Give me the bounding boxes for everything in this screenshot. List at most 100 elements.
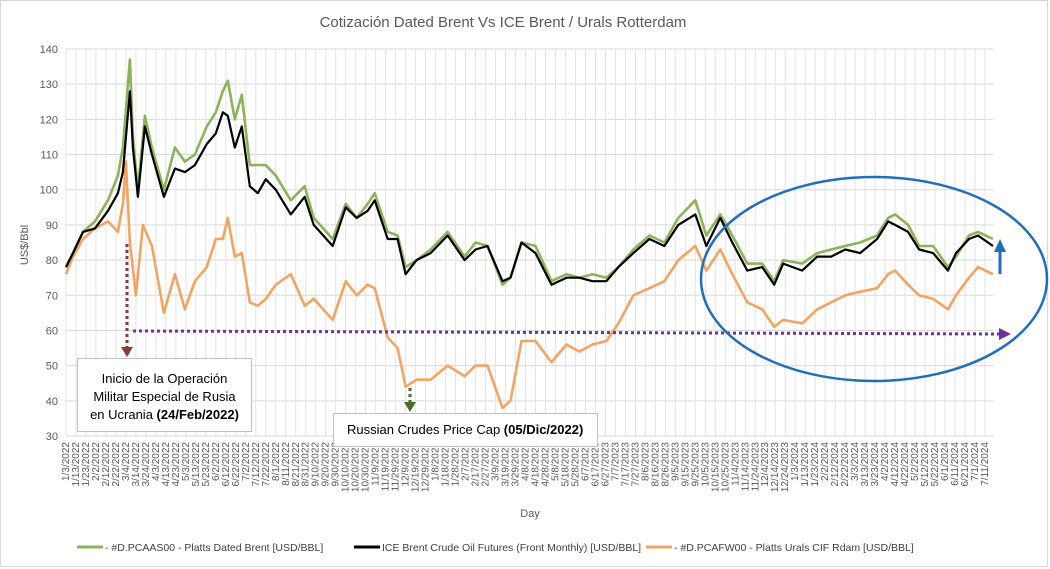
y-tick-label: 140: [40, 44, 58, 56]
y-tick-label: 40: [46, 396, 58, 408]
x-tick-label: 7/7/2023: [610, 442, 621, 481]
x-tick-label: 12/24/2023: [780, 442, 791, 492]
x-tick-label: 3/4/2022: [121, 442, 132, 481]
legend-urals: - #D.PCAFW00 - Platts Urals CIF Rdam [US…: [646, 542, 914, 554]
highlight-ellipse: [699, 175, 1049, 383]
x-tick-label: 9/30/2022: [331, 442, 342, 487]
x-tick-label: 4/23/2022: [171, 442, 182, 487]
price-cap-marker-arrow: [404, 388, 416, 412]
x-tick-label: 6/11/2024: [950, 442, 961, 486]
x-tick-label: 5/18/2023: [560, 442, 571, 487]
x-tick-label: 10/10/2022: [341, 442, 352, 492]
x-tick-label: 5/28/2023: [570, 442, 581, 487]
x-tick-label: 1/18/2023: [441, 442, 452, 487]
x-tick-label: 12/29/2022: [421, 442, 432, 492]
x-tick-label: 2/22/2024: [840, 442, 851, 487]
x-tick-label: 1/13/2024: [800, 442, 811, 487]
x-tick-label: 3/29/2023: [511, 442, 522, 487]
x-tick-label: 12/19/2022: [411, 442, 422, 492]
x-tick-label: 2/22/2022: [111, 442, 122, 487]
y-tick-labels: 30 40 50 60 70 80 90 100 110 120 130 140: [40, 44, 58, 443]
x-tick-label: 3/23/2024: [870, 442, 881, 487]
y-tick-label: 120: [40, 114, 58, 126]
legend-ice-brent: ICE Brent Crude Oil Futures (Front Month…: [354, 542, 641, 554]
x-tick-label: 5/2/2024: [910, 442, 921, 481]
x-tick-label: 9/10/2022: [311, 442, 322, 487]
y-tick-label: 90: [46, 220, 58, 232]
x-tick-label: 6/12/2022: [221, 442, 232, 487]
invasion-annotation-line3: en Ucrania (24/Feb/2022): [78, 406, 251, 424]
series-dated-brent-line: [64, 58, 994, 286]
x-tick-label: 1/3/2022: [61, 442, 72, 481]
x-tick-label: 3/14/2022: [131, 442, 142, 487]
x-tick-label: 5/22/2024: [930, 442, 941, 487]
price-cap-annotation-prefix: Russian Crudes Price Cap: [347, 422, 504, 437]
x-tick-label: 6/7/2023: [580, 442, 591, 481]
legend-ice-brent-label: ICE Brent Crude Oil Futures (Front Month…: [382, 542, 641, 554]
x-tick-label: 4/28/2023: [540, 442, 551, 487]
x-tick-label: 5/13/2022: [191, 442, 202, 487]
gridlines: [65, 48, 993, 437]
x-tick-label: 4/22/2024: [900, 442, 911, 487]
invasion-annotation-prefix: en Ucrania: [90, 407, 157, 422]
x-tick-label: 9/25/2023: [690, 442, 701, 487]
x-tick-label: 12/14/2023: [770, 442, 781, 492]
x-tick-label: 3/24/2022: [141, 442, 152, 487]
x-tick-label: 9/15/2023: [680, 442, 691, 487]
x-tick-label: 9/20/2022: [321, 442, 332, 487]
x-tick-label: 10/25/2023: [720, 442, 731, 492]
chart-legend: - #D.PCAAS00 - Platts Dated Brent [USD/B…: [77, 542, 914, 554]
invasion-annotation-line1: Inicio de la Operación: [101, 371, 228, 386]
x-tick-label: 11/9/2022: [371, 442, 382, 486]
x-tick-labels: 1/3/20221/13/20221/23/20222/2/20222/12/2…: [61, 442, 991, 492]
x-tick-label: 5/23/2022: [201, 442, 212, 487]
price-cap-level-arrow: [132, 328, 1011, 340]
price-cap-annotation-date: (05/Dic/2022): [503, 422, 584, 437]
invasion-marker-arrow: [121, 244, 133, 357]
invasion-annotation-line2: Militar Especial de Rusia: [93, 389, 236, 404]
x-tick-label: 10/20/2022: [351, 442, 362, 492]
x-tick-label: 6/1/2024: [940, 442, 951, 481]
x-tick-label: 3/9/2023: [491, 442, 502, 481]
x-tick-label: 8/21/2022: [291, 442, 302, 487]
x-tick-label: 8/26/2023: [660, 442, 671, 487]
x-tick-label: 2/17/2023: [471, 442, 482, 487]
y-tick-label: 70: [46, 290, 58, 302]
x-tick-label: 7/27/2023: [630, 442, 641, 487]
x-tick-label: 2/12/2024: [830, 442, 841, 487]
x-tick-label: 5/3/2022: [181, 442, 192, 481]
x-tick-label: 4/18/2023: [530, 442, 541, 487]
x-tick-label: 1/28/2023: [451, 442, 462, 487]
y-tick-label: 80: [46, 255, 58, 267]
x-tick-label: 10/15/2023: [710, 442, 721, 492]
x-tick-label: 1/13/2022: [71, 442, 82, 487]
x-tick-label: 5/12/2024: [920, 442, 931, 487]
series-urals-line: [64, 160, 994, 410]
x-tick-label: 2/7/2023: [461, 442, 472, 481]
y-tick-label: 110: [40, 150, 58, 162]
x-tick-label: 11/29/2022: [391, 442, 402, 492]
x-tick-label: 2/2/2024: [820, 442, 831, 481]
x-tick-label: 2/27/2023: [481, 442, 492, 487]
legend-dated-brent: - #D.PCAAS00 - Platts Dated Brent [USD/B…: [77, 542, 323, 554]
x-tick-label: 7/17/2023: [620, 442, 631, 487]
x-tick-label: 2/2/2022: [91, 442, 102, 481]
x-tick-label: 2/12/2022: [101, 442, 112, 487]
chart-title: Cotización Dated Brent Vs ICE Brent / Ur…: [320, 14, 687, 31]
x-tick-label: 8/16/2023: [650, 442, 661, 487]
x-tick-label: 1/23/2024: [810, 442, 821, 487]
x-tick-label: 4/12/2024: [890, 442, 901, 487]
y-tick-label: 50: [46, 361, 58, 373]
x-tick-label: 12/4/2023: [760, 442, 771, 487]
x-tick-label: 1/23/2022: [81, 442, 92, 487]
x-tick-label: 6/22/2022: [231, 442, 242, 487]
x-tick-label: 4/3/2022: [151, 442, 162, 481]
x-tick-label: 6/27/2023: [600, 442, 611, 487]
x-tick-label: 3/13/2024: [860, 442, 871, 487]
x-tick-label: 12/9/2022: [401, 442, 412, 487]
x-axis-label: Day: [520, 508, 540, 520]
x-tick-label: 10/30/2022: [361, 442, 372, 492]
x-tick-label: 1/3/2024: [790, 442, 801, 481]
x-tick-label: 11/19/2022: [381, 442, 392, 492]
